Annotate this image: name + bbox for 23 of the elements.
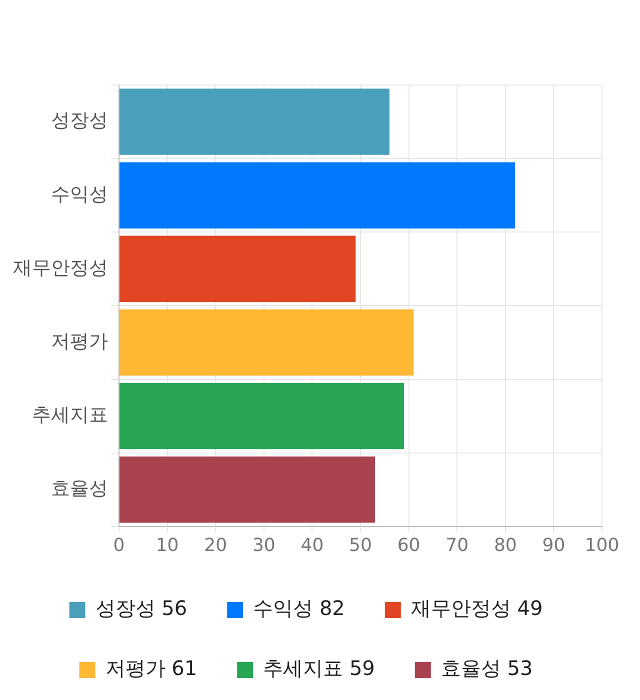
- y-tick-label: 추세지표: [32, 404, 108, 426]
- legend-label: 재무안정성 49: [410, 596, 543, 620]
- legend-label: 추세지표 59: [263, 656, 375, 680]
- y-tick-label: 수익성: [51, 183, 108, 206]
- x-tick-label: 90: [542, 534, 566, 556]
- x-tick-label: 10: [156, 534, 179, 556]
- x-tick-label: 40: [300, 534, 324, 556]
- legend-label: 저평가 61: [105, 656, 198, 680]
- x-tick-label: 20: [204, 534, 228, 556]
- y-tick-label: 성장성: [51, 110, 108, 132]
- x-tick-label: 100: [584, 534, 620, 556]
- y-tick-label: 저평가: [51, 330, 108, 352]
- x-tick-label: 50: [349, 534, 372, 556]
- x-tick-label: 60: [397, 534, 420, 556]
- x-tick-label: 80: [494, 534, 517, 556]
- legend-label: 효율성 53: [440, 656, 533, 680]
- y-tick-label: 재무안정성: [13, 256, 108, 279]
- x-tick-label: 0: [113, 534, 125, 556]
- x-tick-label: 30: [252, 534, 276, 556]
- y-tick-label: 효율성: [51, 478, 108, 500]
- legend-label: 성장성 56: [95, 596, 188, 620]
- x-tick-label: 70: [446, 534, 469, 556]
- legend-label: 수익성 82: [253, 596, 345, 620]
